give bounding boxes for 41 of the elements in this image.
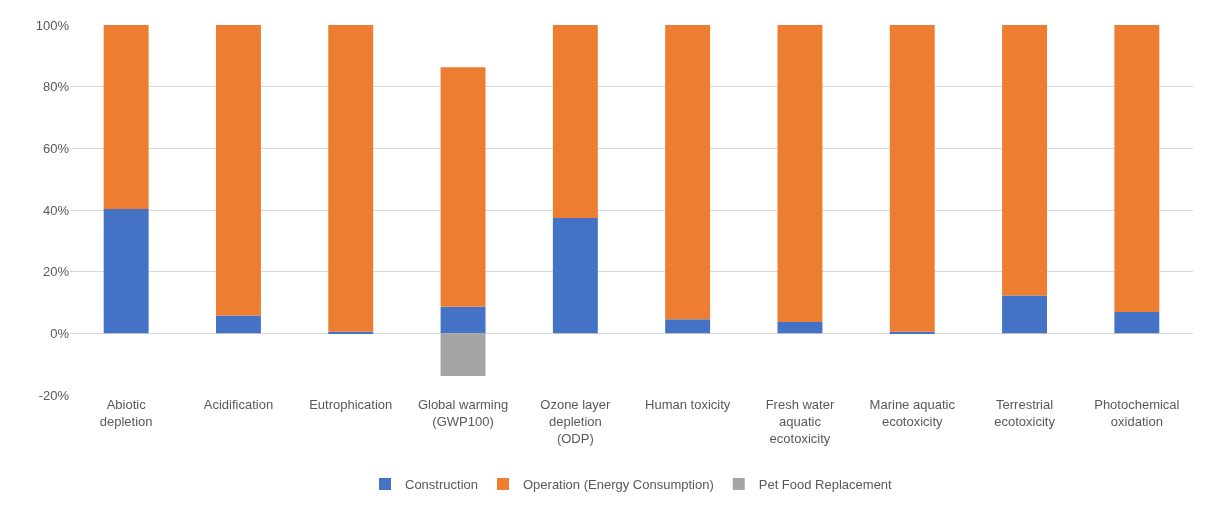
y-tick-label: 0% <box>50 325 70 341</box>
bar <box>552 25 598 219</box>
x-tick-label: Terrestrial ecotoxicity <box>994 397 1056 429</box>
bar <box>1114 312 1160 334</box>
x-tick-label: Abiotic depletion <box>99 397 153 429</box>
y-tick-label: 80% <box>42 79 70 95</box>
x-tick-label: Human toxicity <box>645 397 731 412</box>
bar <box>1002 25 1048 296</box>
x-tick-label: Marine aquatic ecotoxicity <box>869 397 956 429</box>
bar <box>1114 25 1160 313</box>
bar <box>889 331 935 334</box>
y-tick-label: 20% <box>42 264 70 280</box>
legend-label: Operation (Energy Consumption) <box>522 477 714 493</box>
x-tick-label: Photochemical oxidation <box>1094 397 1180 429</box>
bar <box>889 25 935 332</box>
bar <box>665 319 711 334</box>
x-tick-label: Eutrophication <box>309 397 393 412</box>
bar <box>215 315 261 334</box>
bar <box>665 25 711 320</box>
legend-label: Construction <box>405 477 478 493</box>
bar <box>440 306 486 334</box>
bar <box>777 321 823 334</box>
bar <box>328 331 374 334</box>
bar <box>440 333 486 376</box>
bar <box>103 25 149 210</box>
y-tick-label: 100% <box>35 17 70 33</box>
bar <box>103 209 149 334</box>
y-tick-label: 60% <box>42 140 70 156</box>
bar <box>1002 295 1048 334</box>
y-tick-label: -20% <box>38 387 70 403</box>
x-tick-label: Ozone layer depletion (ODP) <box>540 397 612 446</box>
bar <box>328 25 374 332</box>
bar <box>440 67 486 307</box>
legend-label: Pet Food Replacement <box>758 477 893 493</box>
bar <box>552 218 598 334</box>
x-tick-label: Fresh water aquatic ecotoxicity <box>765 397 835 446</box>
x-tick-label: Acidification <box>203 397 274 412</box>
bar <box>777 25 823 322</box>
y-tick-label: 40% <box>42 202 70 218</box>
x-tick-label: Global warming (GWP100) <box>417 397 509 429</box>
bar <box>215 25 261 316</box>
